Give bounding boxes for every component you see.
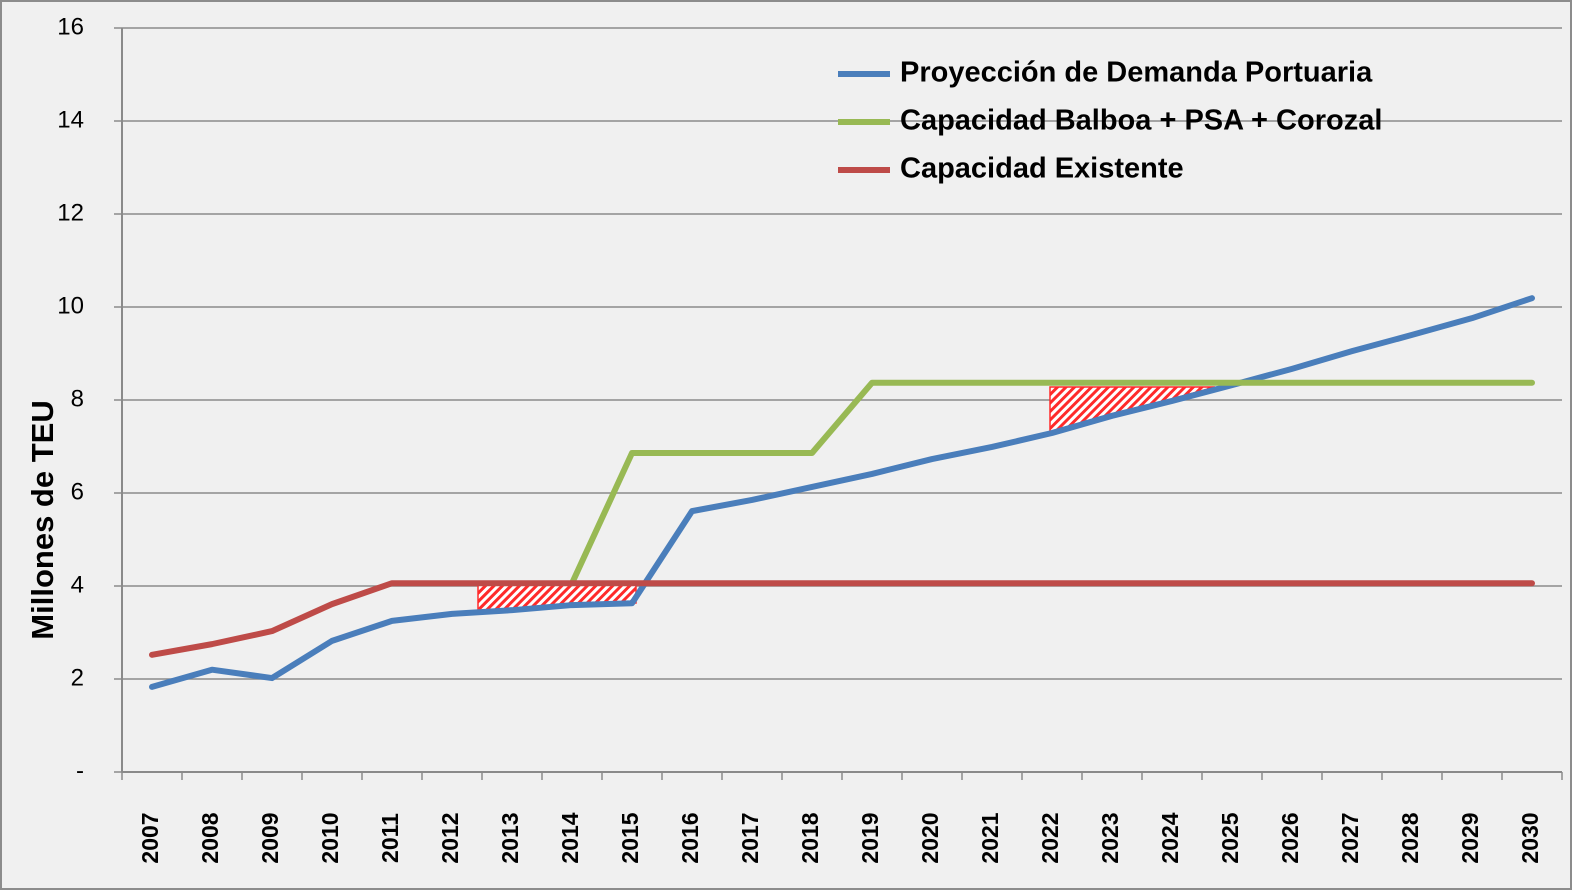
y-tick-label: 12 <box>57 199 84 226</box>
x-tick-label: 2014 <box>557 812 583 863</box>
legend-label: Capacidad Balboa + PSA + Corozal <box>900 105 1382 137</box>
series-line <box>149 580 1535 658</box>
x-tick-label: 2011 <box>377 813 403 863</box>
x-tick-label: 2019 <box>857 812 883 863</box>
x-tick-label: 2010 <box>317 812 343 863</box>
y-tick-label: 16 <box>57 13 84 40</box>
x-tick-label: 2030 <box>1517 812 1543 863</box>
y-tick-label: - <box>76 757 84 784</box>
x-tick-label: 2016 <box>677 812 703 863</box>
legend-label: Capacidad Existente <box>900 153 1184 185</box>
x-tick-label: 2007 <box>137 812 163 863</box>
x-tick-label: 2009 <box>257 812 283 863</box>
x-tick-label: 2028 <box>1397 812 1423 863</box>
legend-label: Proyección de Demanda Portuaria <box>900 57 1373 89</box>
series-line <box>569 379 1535 587</box>
x-tick-label: 2015 <box>617 812 643 863</box>
x-tick-label: 2023 <box>1097 812 1123 863</box>
x-tick-label: 2018 <box>797 812 823 863</box>
y-axis-label: Millones de TEU <box>25 400 60 639</box>
y-tick-label: 4 <box>71 571 84 598</box>
x-tick-label: 2027 <box>1337 812 1363 863</box>
x-tick-label: 2021 <box>977 812 1003 863</box>
x-tick-label: 2029 <box>1457 812 1483 863</box>
lines <box>149 295 1535 690</box>
y-tick-label: 6 <box>71 478 84 505</box>
x-tick-label: 2008 <box>197 812 223 863</box>
x-tick-label: 2025 <box>1217 812 1243 863</box>
x-tick-label: 2013 <box>497 812 523 863</box>
y-tick-label: 14 <box>57 106 84 133</box>
series-line <box>149 295 1535 690</box>
x-tick-label: 2026 <box>1277 812 1303 863</box>
x-tick-label: 2017 <box>737 812 763 863</box>
x-tick-label: 2012 <box>437 812 463 863</box>
x-tick-label: 2020 <box>917 812 943 863</box>
y-tick-label: 8 <box>71 385 84 412</box>
y-tick-label: 10 <box>57 292 84 319</box>
x-tick-label: 2022 <box>1037 812 1063 863</box>
y-tick-label: 2 <box>71 664 84 691</box>
x-tick-label: 2024 <box>1157 812 1183 863</box>
